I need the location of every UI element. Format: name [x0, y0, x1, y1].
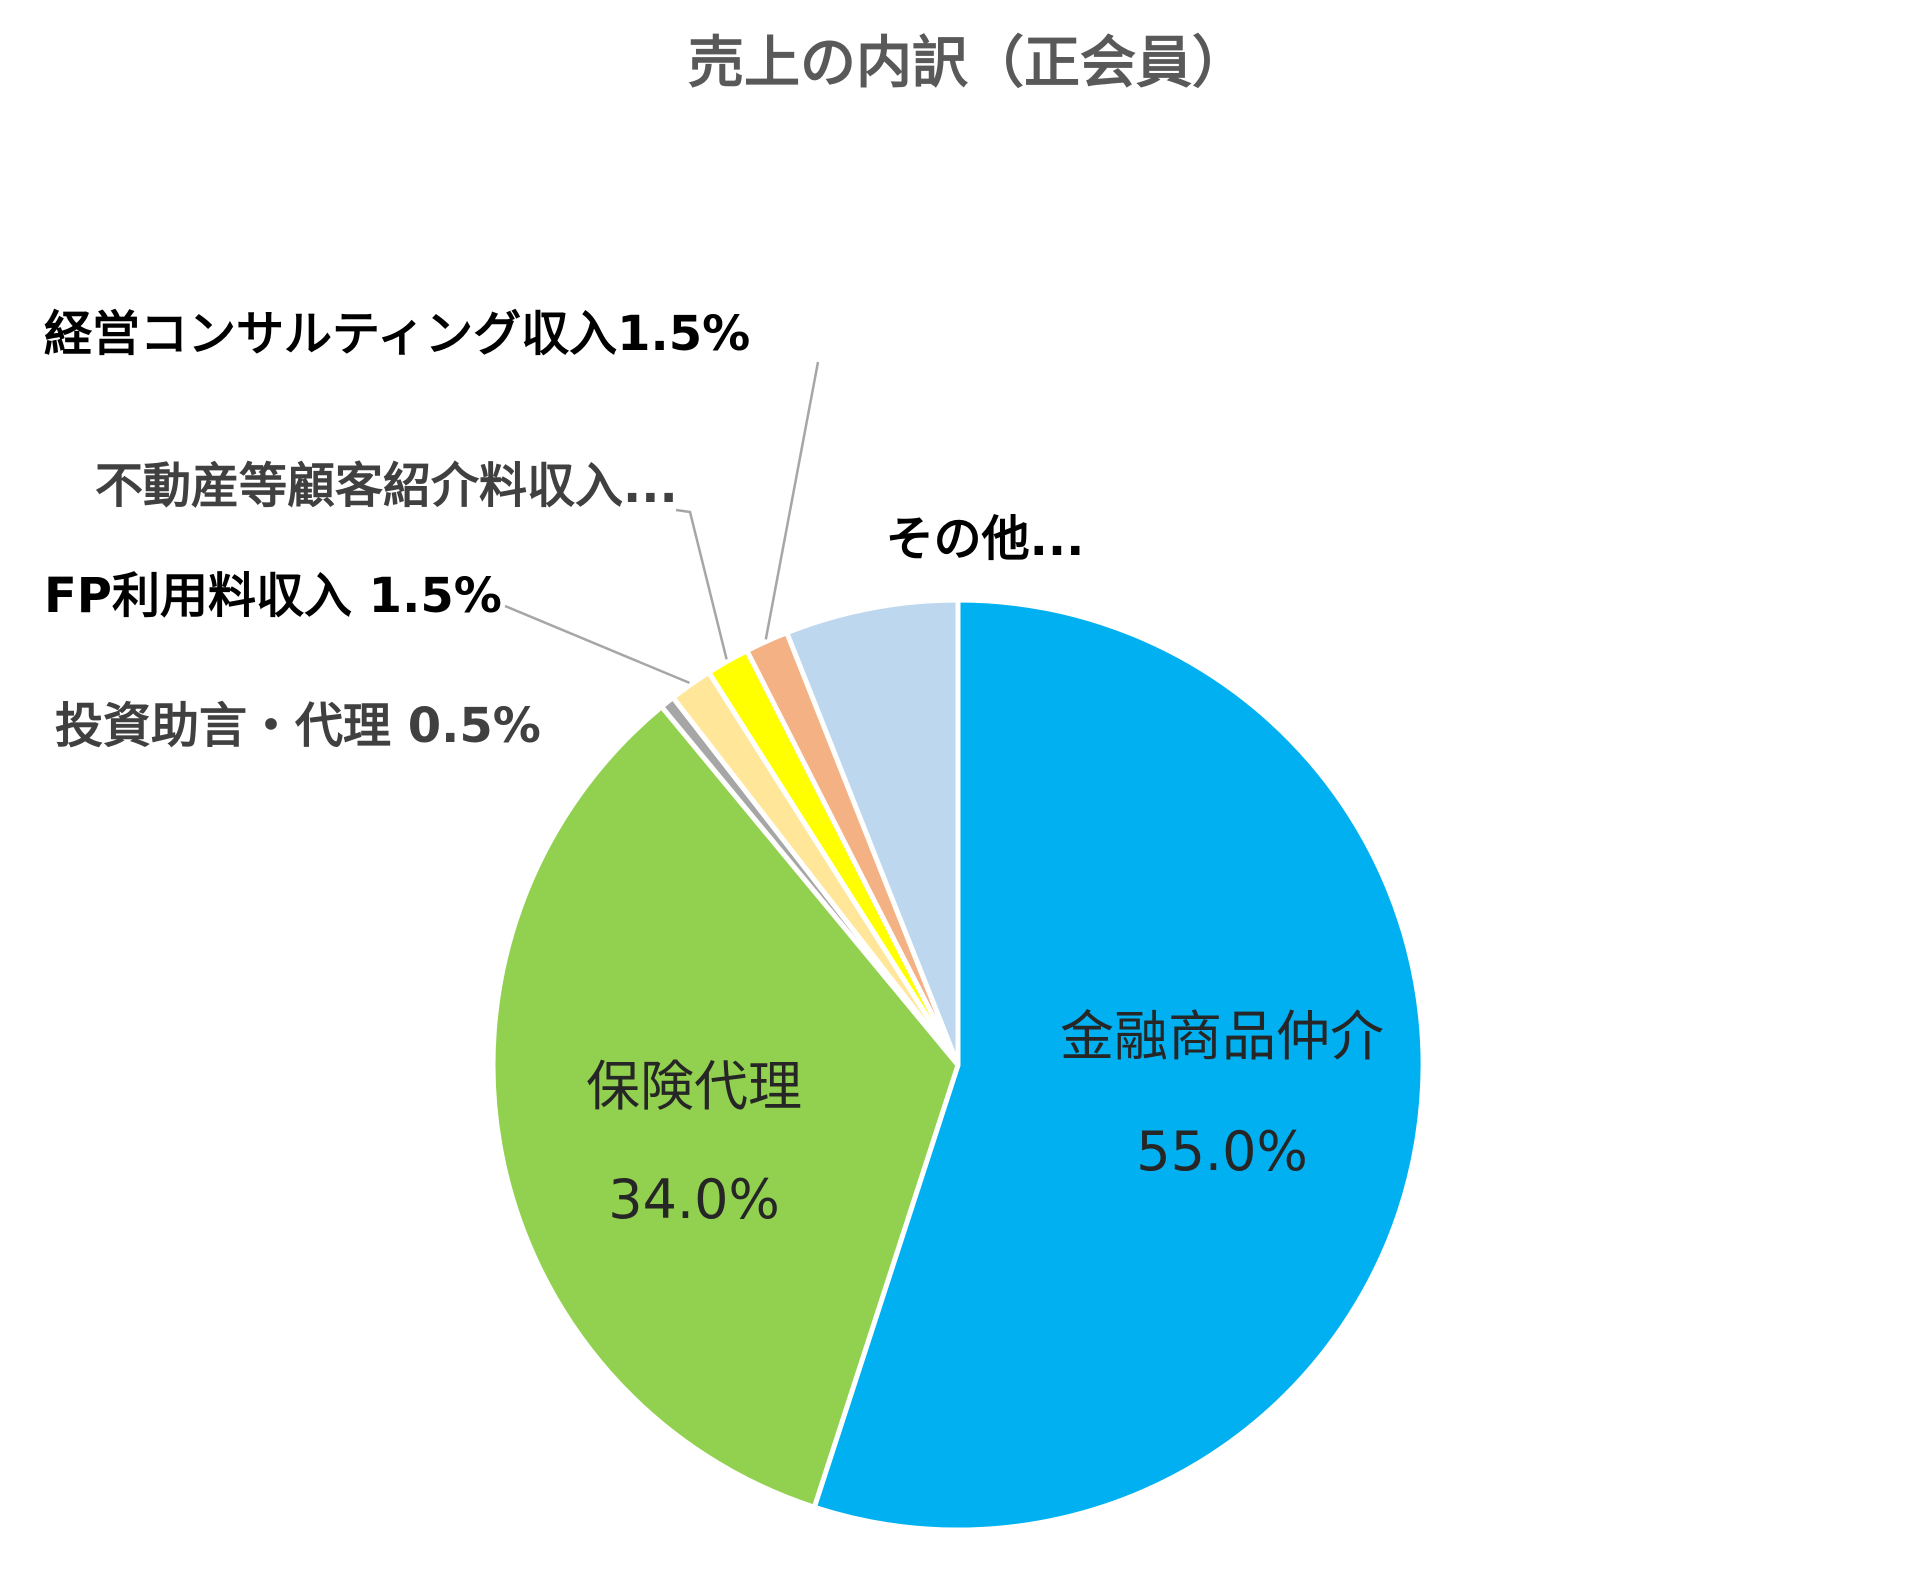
pie-slice-1: [490, 704, 961, 1510]
leader-lines: [504, 361, 820, 685]
slice-label-5: 経営コンサルティング収入1.5%: [44, 306, 750, 362]
pie-slice-6: [784, 597, 961, 1068]
slice-label-3: FP利用料収入 1.5%: [44, 568, 502, 624]
slice-value-1: 34.0%: [608, 1168, 780, 1231]
slice-label-2: 投資助言・代理 0.5%: [55, 698, 541, 754]
slice-label-6: その他...: [886, 511, 1085, 567]
pie-slice-0: [811, 597, 1426, 1533]
leader-line-4: [675, 508, 728, 660]
slice-labels: 金融商品仲介 55.0% 保険代理 34.0% 投資助言・代理 0.5% FP利用料収入 …: [44, 306, 1384, 1231]
chart-title: 売上の内訳（正会員）: [688, 31, 1248, 96]
slice-label-1: 保険代理: [586, 1055, 802, 1118]
slice-label-4: 不動産等顧客紹介料収入...: [95, 458, 678, 514]
slice-label-0: 金融商品仲介: [1060, 1005, 1384, 1068]
leader-line-5: [764, 361, 820, 640]
slice-value-0: 55.0%: [1136, 1120, 1308, 1183]
leader-line-3: [504, 604, 690, 685]
pie-slices: [490, 597, 1426, 1533]
